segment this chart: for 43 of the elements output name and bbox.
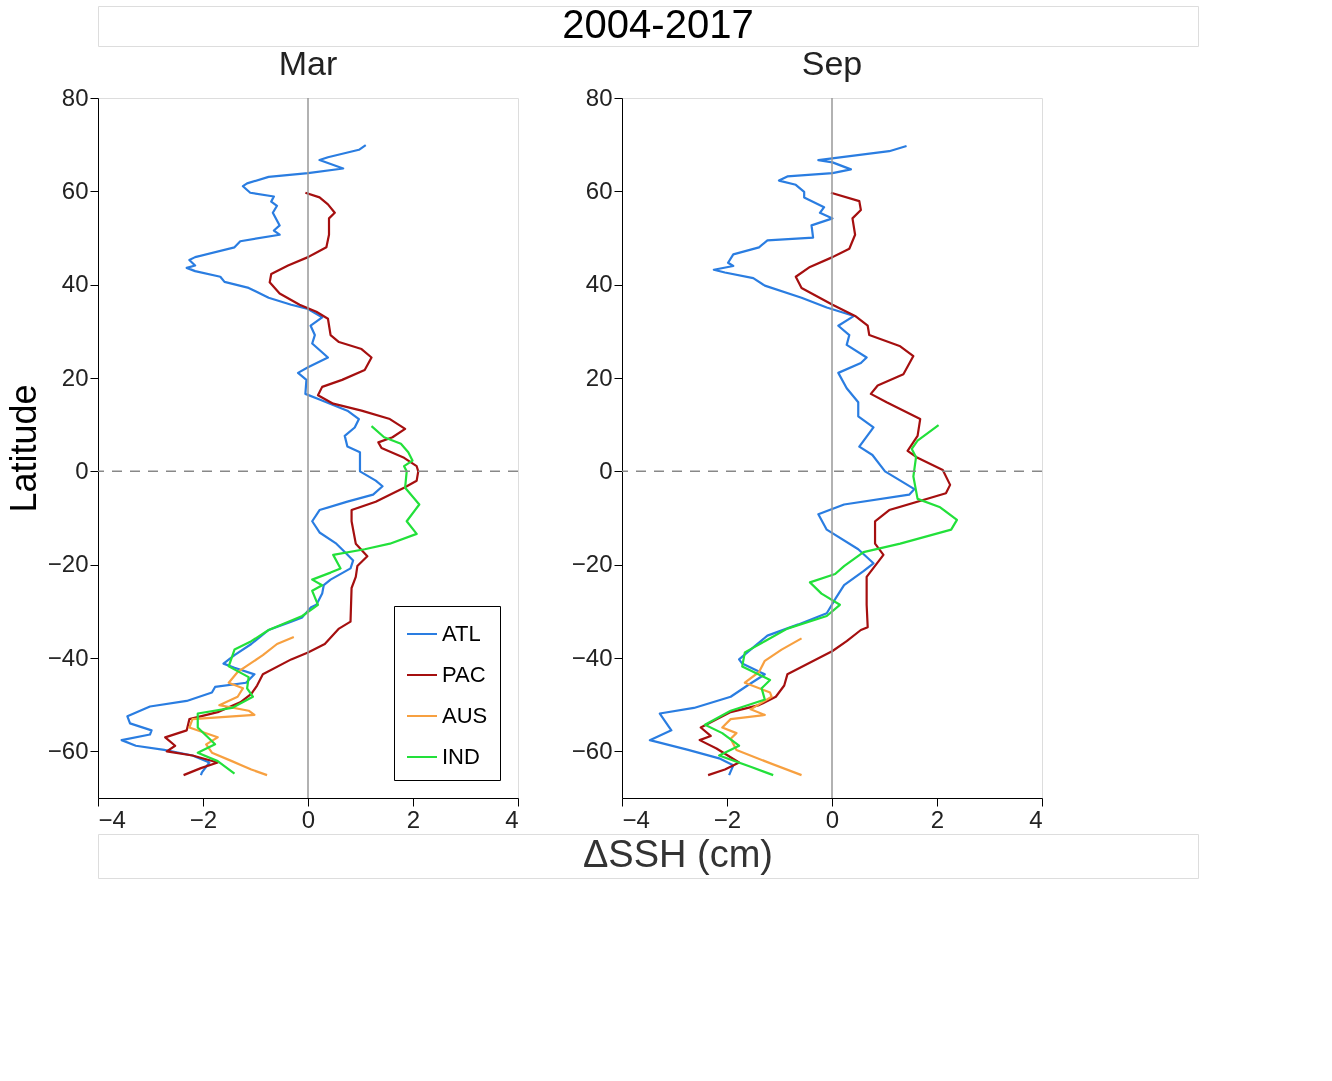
x-tick-label: 0 — [825, 805, 840, 833]
line-series — [721, 637, 803, 777]
x-tick-label: 4 — [1029, 805, 1043, 833]
chart-title: Mar — [278, 44, 338, 82]
y-tick-label: 60 — [585, 176, 613, 204]
x-tick-label: −2 — [189, 805, 218, 833]
y-tick-label: 0 — [599, 456, 613, 484]
legend-label: AUS — [442, 703, 488, 728]
line-series — [196, 424, 421, 775]
chart-title: Sep — [801, 44, 863, 82]
x-tick-label: 0 — [301, 805, 316, 833]
x-tick-label: −2 — [713, 805, 742, 833]
legend-label: ATL — [442, 621, 481, 646]
line-series — [188, 635, 295, 777]
y-tick-label: −40 — [47, 643, 89, 671]
y-tick-label: 20 — [61, 363, 89, 391]
line-series — [703, 424, 959, 777]
y-tick-label: 40 — [585, 270, 613, 298]
text: 2004-2017 — [562, 2, 754, 46]
x-tick-label: 4 — [505, 805, 519, 833]
x-tick-label: −4 — [622, 805, 650, 833]
x-tick-label: 2 — [930, 805, 945, 833]
x-axis-title: ΔSSH (cm) — [582, 833, 774, 875]
line-series — [648, 144, 916, 777]
x-tick-label: 2 — [406, 805, 421, 833]
y-tick-label: −20 — [47, 550, 89, 578]
y-tick-label: −20 — [571, 550, 613, 578]
legend-label: IND — [442, 744, 480, 769]
y-tick-label: 80 — [585, 83, 613, 111]
line-series — [164, 191, 420, 777]
y-tick-label: −40 — [571, 643, 613, 671]
y-axis-title: Latitude — [2, 384, 44, 513]
y-tick-label: 0 — [75, 456, 89, 484]
x-tick-label: −4 — [98, 805, 126, 833]
y-tick-label: 80 — [61, 83, 89, 111]
y-tick-label: 40 — [61, 270, 89, 298]
y-tick-label: −60 — [571, 736, 613, 764]
y-tick-label: 20 — [585, 363, 613, 391]
legend-label: PAC — [442, 662, 486, 687]
line-series — [120, 144, 384, 777]
y-tick-label: −60 — [47, 736, 89, 764]
line-series — [698, 191, 952, 777]
y-tick-label: 60 — [61, 176, 89, 204]
